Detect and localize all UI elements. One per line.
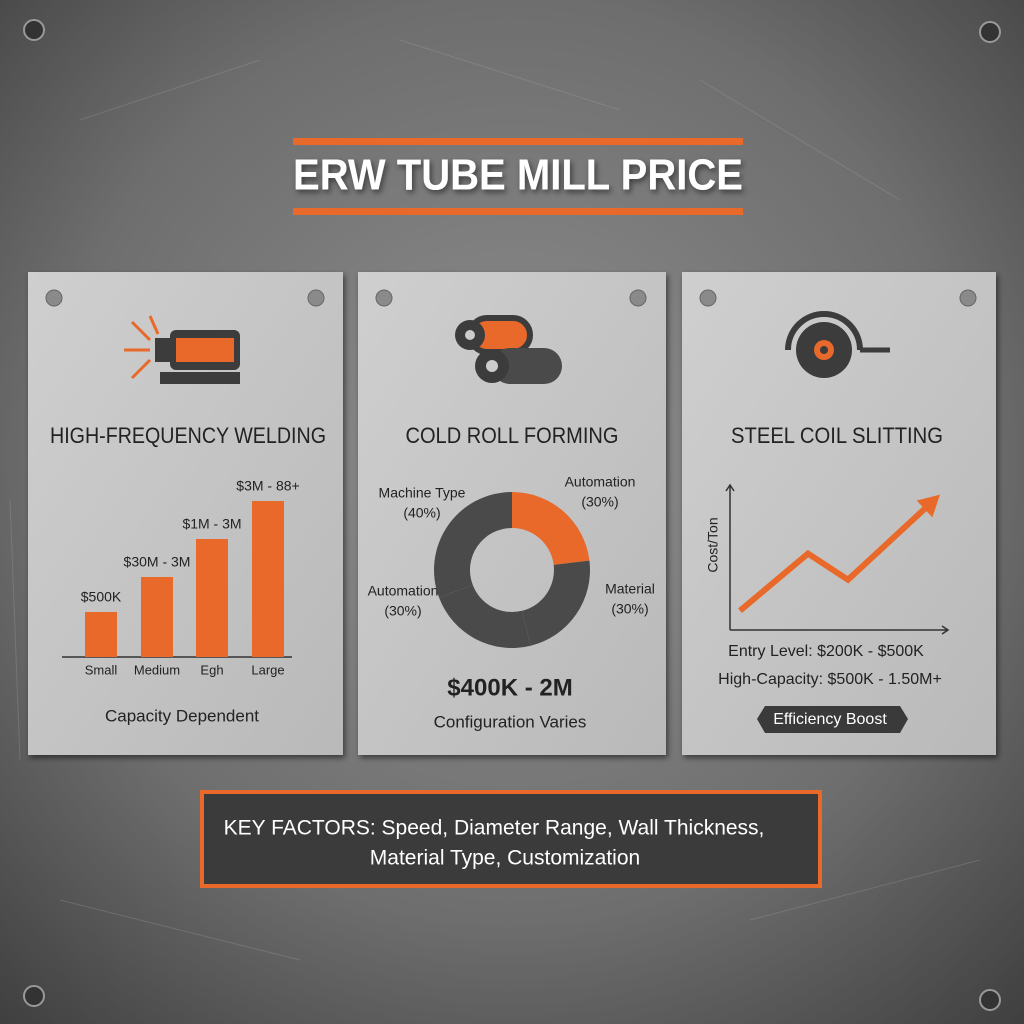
x-tick-label: Small <box>85 662 118 677</box>
key-factors: KEY FACTORS: Speed, Diameter Range, Wall… <box>224 817 765 840</box>
arrowhead <box>916 494 940 518</box>
x-tick-label: Large <box>251 662 284 677</box>
note: Entry Level: $200K - $500K <box>728 643 924 660</box>
bar <box>141 577 173 657</box>
bar-label: $30M - 3M <box>124 554 191 570</box>
donut-slice <box>512 492 590 565</box>
slice-label: Machine Type <box>379 485 466 501</box>
note: High-Capacity: $500K - 1.50M+ <box>718 671 942 688</box>
badge <box>757 706 908 733</box>
donut-slice <box>434 492 512 598</box>
panel-screws <box>45 289 977 307</box>
y-axis <box>725 483 735 630</box>
panel-title: STEEL COIL SLITTING <box>731 423 943 448</box>
title-rule <box>293 138 743 145</box>
slice-value: (30%) <box>581 494 618 510</box>
page-title: ERW TUBE MILL PRICE <box>293 151 743 200</box>
slice-label: Automation <box>565 474 636 490</box>
badge-text: Efficiency Boost <box>773 711 887 728</box>
panels <box>28 272 996 755</box>
panel-title: COLD ROLL FORMING <box>406 423 619 448</box>
line <box>738 501 932 613</box>
x-axis <box>730 625 950 635</box>
bar <box>85 612 117 657</box>
price: $400K - 2M <box>447 674 572 701</box>
bar-label: $500K <box>81 589 122 605</box>
caption: Configuration Varies <box>434 712 587 731</box>
bar <box>196 539 228 657</box>
bar-label: $3M - 88+ <box>236 478 299 494</box>
caption: Capacity Dependent <box>105 706 259 725</box>
title-rule <box>293 208 743 215</box>
slice-value: (40%) <box>403 505 440 521</box>
panel-title: HIGH-FREQUENCY WELDING <box>50 423 326 448</box>
key-factors-box <box>200 790 822 888</box>
slice-value: (30%) <box>384 603 421 619</box>
key-factors: Material Type, Customization <box>370 847 640 870</box>
bar <box>252 501 284 657</box>
slice-value: (30%) <box>611 601 648 617</box>
screws <box>23 19 1001 1011</box>
slice-label: Automation <box>368 583 439 599</box>
slitter-icon <box>785 311 890 378</box>
x-tick-label: Medium <box>134 662 180 677</box>
bar-label: $1M - 3M <box>182 516 241 532</box>
donut-slice <box>439 584 531 648</box>
welding-icon <box>124 315 240 384</box>
scratches <box>9 39 981 961</box>
slice-label: Material <box>605 581 655 597</box>
y-axis-label: Cost/Ton <box>705 517 721 572</box>
donut-slice <box>522 560 590 646</box>
x-tick-label: Egh <box>200 662 223 677</box>
rollers-icon <box>455 315 562 384</box>
